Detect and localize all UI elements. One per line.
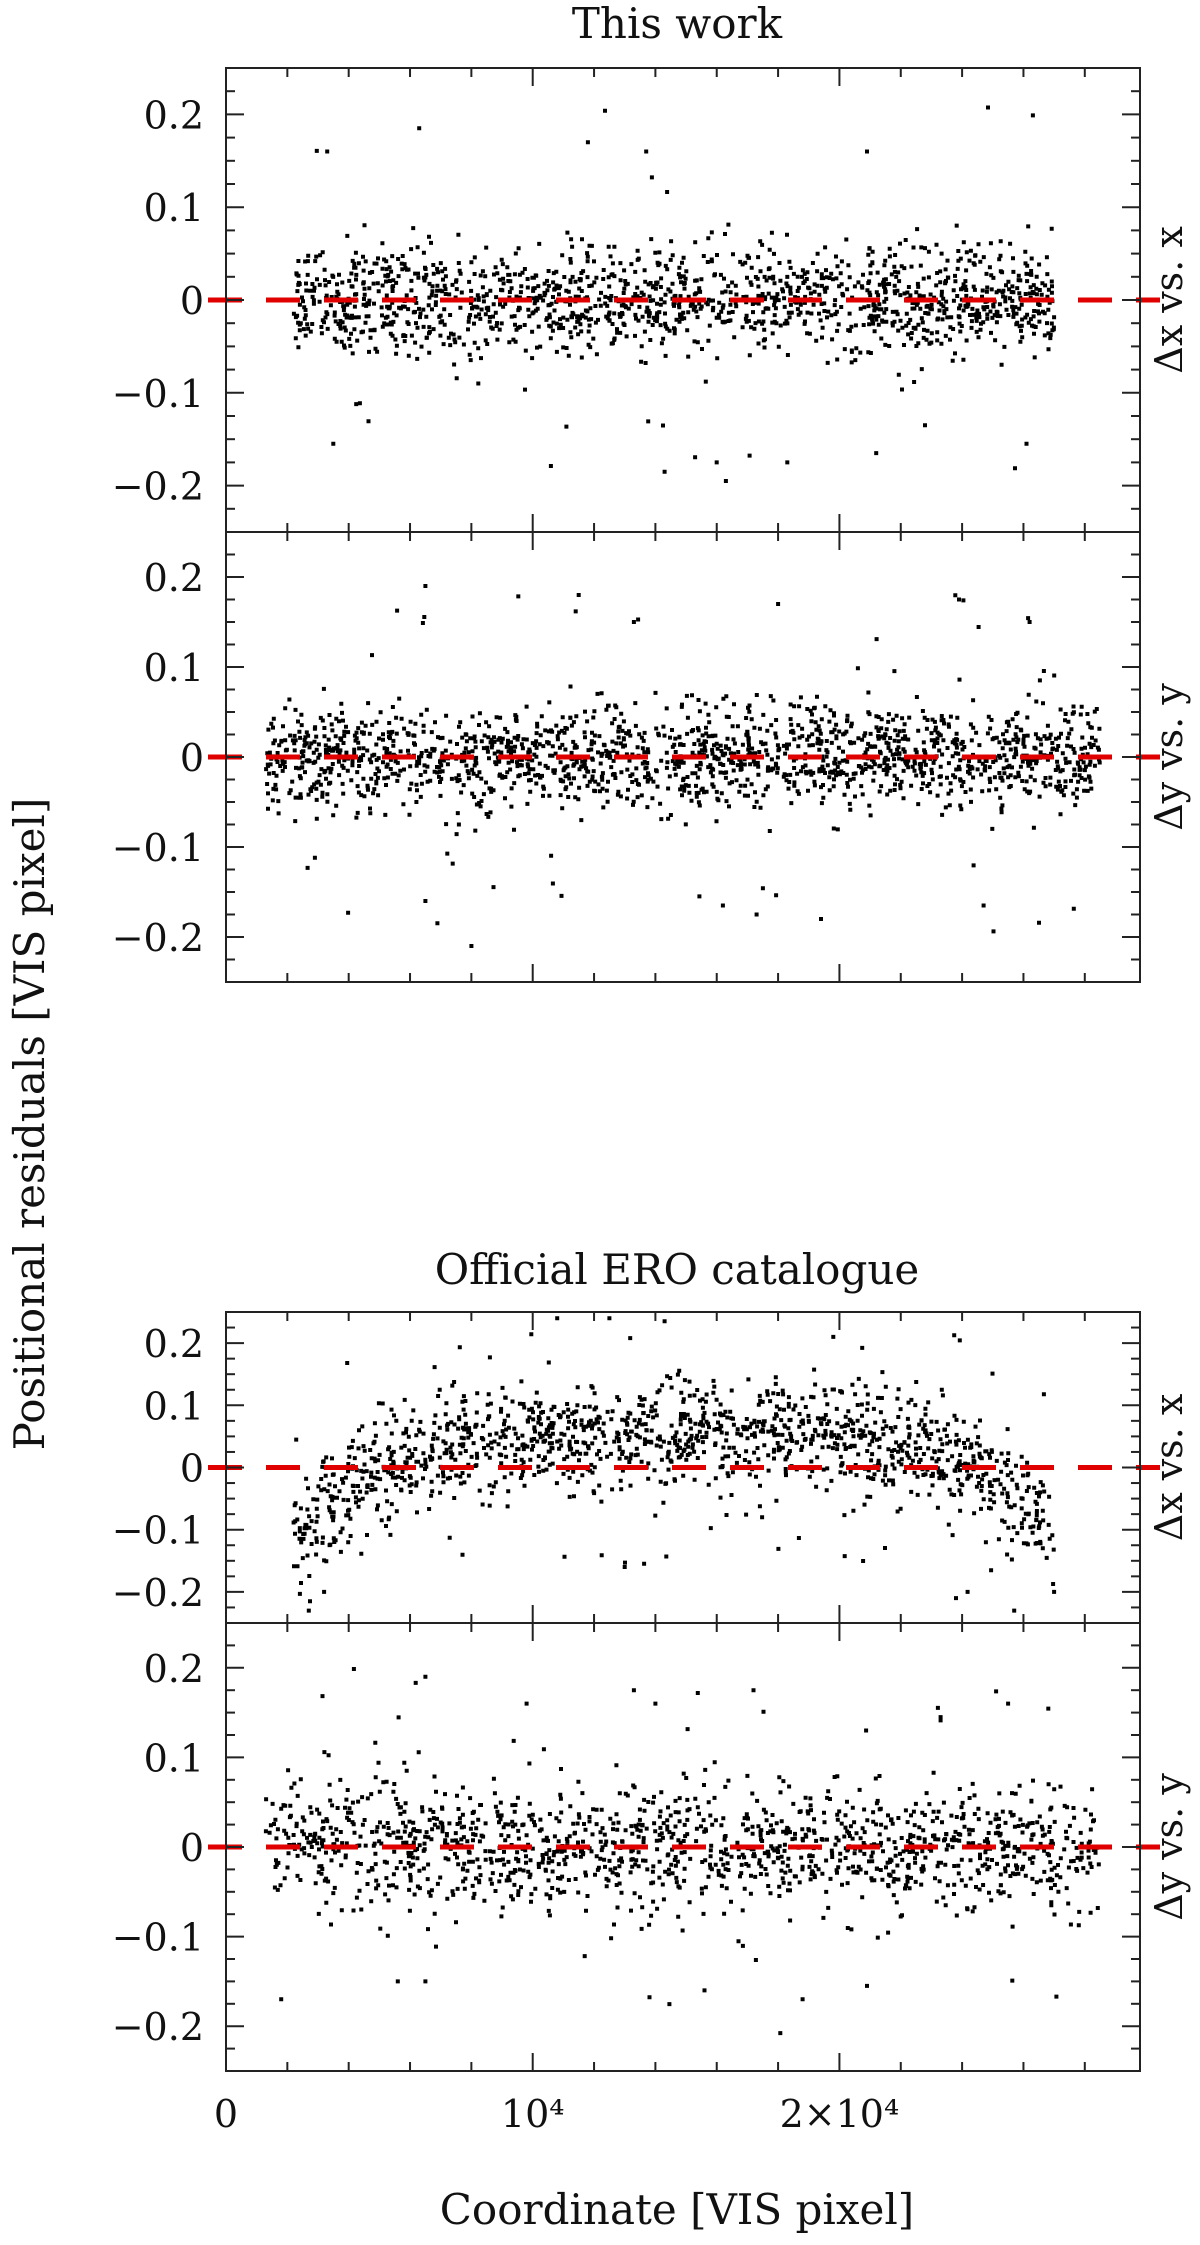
- panel-ero-dx: −0.2 −0.1 0 0.1 0.2 Δx vs. x: [112, 1311, 1191, 1624]
- scatter-points: [291, 105, 1057, 483]
- top-group-title: This work: [572, 0, 783, 48]
- x-axis-label: Coordinate [VIS pixel]: [440, 2185, 914, 2234]
- y-tick-label: −0.1: [112, 372, 204, 416]
- y-tick-label: 0.2: [144, 1322, 204, 1366]
- panel-ero-dy: −0.2 −0.1 0 0.1 0.2 0 10⁴ 2×10⁴ Δy vs. y: [112, 1622, 1191, 2136]
- y-tick-label: 0.1: [144, 646, 204, 690]
- y-tick-label: 0.2: [144, 93, 204, 137]
- y-axis-label: Positional residuals [VIS pixel]: [5, 798, 54, 1451]
- y-tick-label: 0.1: [144, 1736, 204, 1780]
- y-tick-label: 0: [180, 1826, 204, 1870]
- x-tick-label: 0: [214, 2092, 238, 2136]
- y-tick-label: 0.1: [144, 1384, 204, 1428]
- scatter-points: [291, 1316, 1057, 1613]
- y-tick-label: −0.1: [112, 826, 204, 870]
- x-tick-label: 2×10⁴: [780, 2092, 900, 2136]
- y-tick-label: 0: [180, 279, 204, 323]
- y-tick-label: −0.2: [112, 465, 204, 509]
- y-tick-label: −0.2: [112, 2005, 204, 2049]
- scatter-points: [263, 1667, 1101, 2036]
- x-tick-label: 10⁴: [501, 2092, 565, 2136]
- panel-this-work-dx: −0.2 −0.1 0 0.1 0.2 Δx vs. x: [112, 67, 1191, 533]
- panel-label: Δy vs. y: [1147, 683, 1191, 831]
- scatter-points: [264, 584, 1102, 948]
- y-tick-label: −0.1: [112, 1509, 204, 1553]
- y-tick-label: −0.2: [112, 1571, 204, 1615]
- panel-this-work-dy: −0.2 −0.1 0 0.1 0.2 Δy vs. y: [112, 531, 1191, 983]
- panel-label: Δx vs. x: [1147, 1394, 1191, 1542]
- y-tick-label: 0.2: [144, 556, 204, 600]
- y-tick-label: −0.1: [112, 1916, 204, 1960]
- panel-label: Δy vs. y: [1147, 1773, 1191, 1921]
- y-tick-label: 0: [180, 736, 204, 780]
- bottom-group-title: Official ERO catalogue: [435, 1245, 920, 1294]
- y-tick-label: 0.2: [144, 1647, 204, 1691]
- y-tick-label: 0: [180, 1447, 204, 1491]
- y-tick-label: 0.1: [144, 186, 204, 230]
- y-tick-label: −0.2: [112, 916, 204, 960]
- panel-label: Δx vs. x: [1147, 226, 1191, 374]
